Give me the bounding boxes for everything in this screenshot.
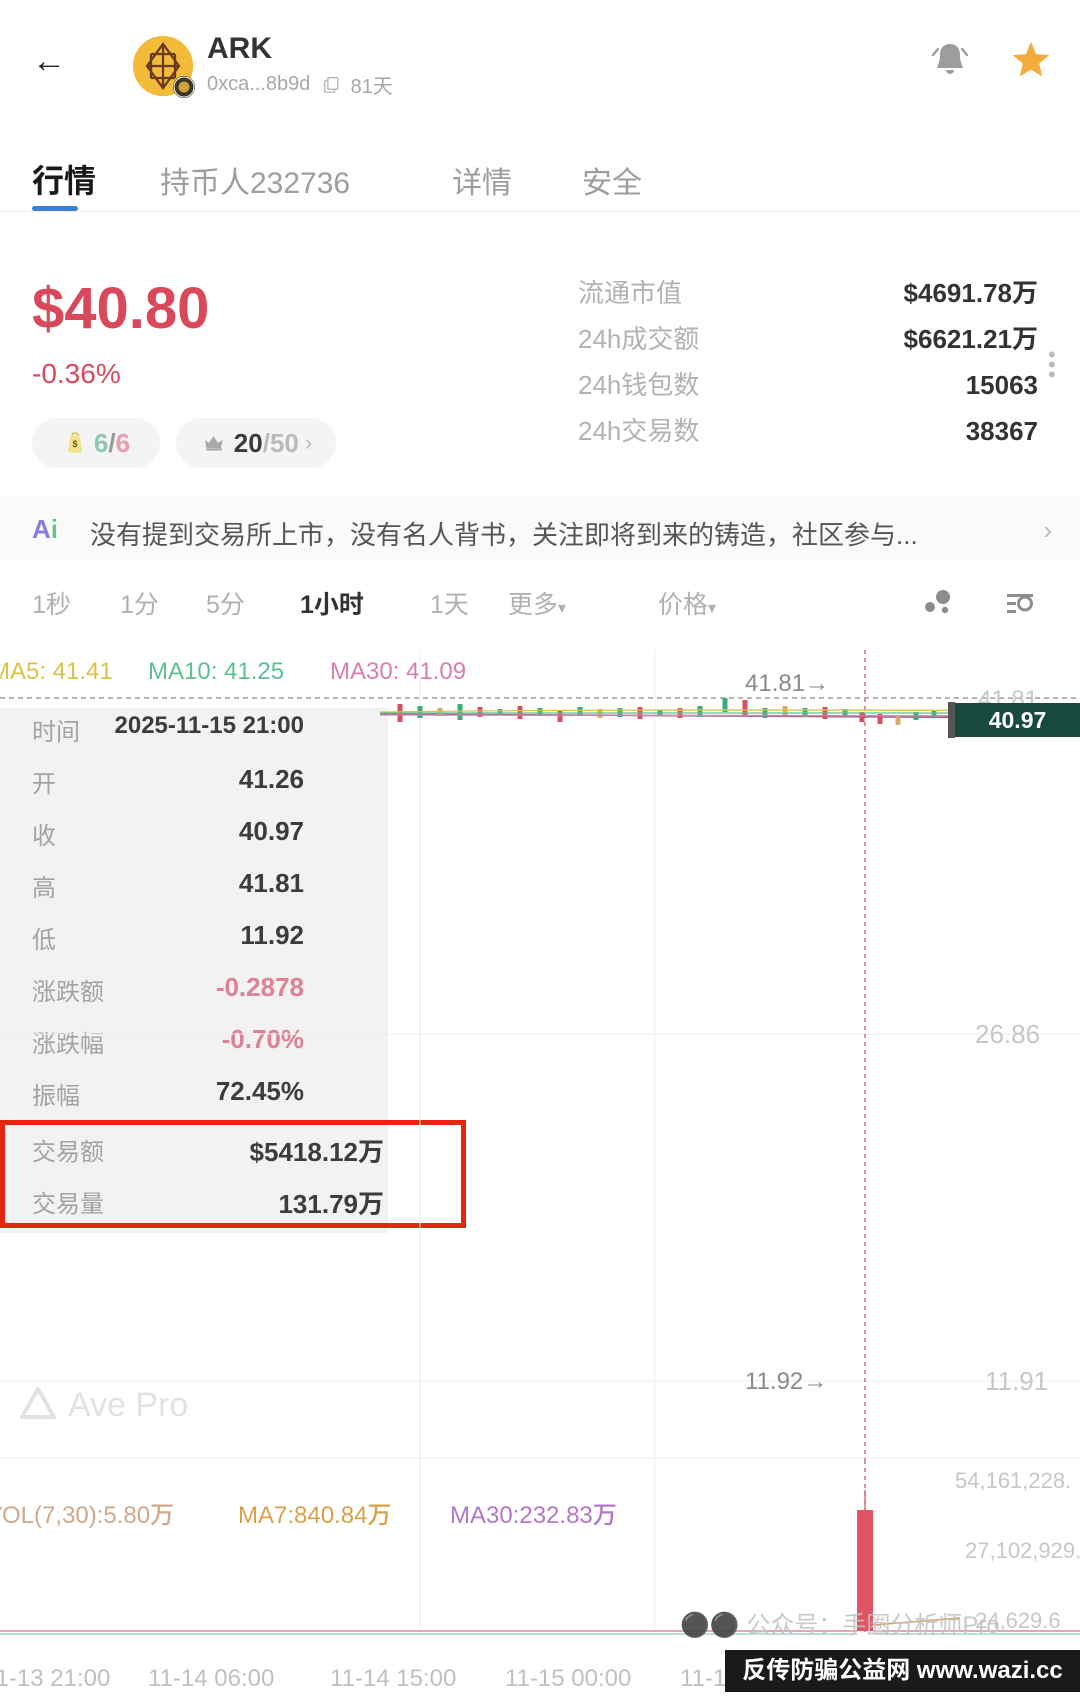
svg-text:$: $ [72,439,77,449]
